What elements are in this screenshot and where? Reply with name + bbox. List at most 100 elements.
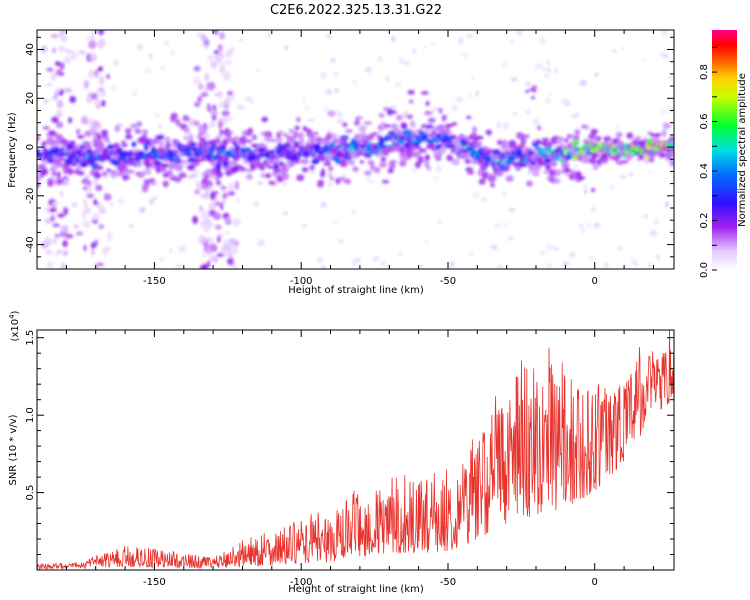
spectrogram-ridge-halo (301, 166, 309, 173)
spectrogram-ridge-halo (246, 139, 253, 144)
spectrogram-speckle (320, 201, 327, 208)
spectrogram-streak-blob (219, 204, 224, 211)
spectrogram-ridge-halo (245, 173, 253, 181)
spectrogram-speckle (490, 244, 498, 250)
spectrogram-ridge-halo (413, 145, 422, 150)
spectrogram-ridge-halo (157, 138, 163, 147)
spectrogram-ridge-halo (95, 145, 103, 153)
spectrogram-speckle (149, 198, 155, 205)
spectrogram-x-axis-label: Height of straight line (km) (288, 285, 424, 296)
spectrogram-speckle (193, 168, 200, 173)
spectrogram-speckle (664, 201, 670, 208)
spectrogram-speckle (73, 224, 80, 229)
spectrogram-speckle (587, 256, 594, 260)
spectrogram-ridge-halo (42, 125, 50, 130)
spectrogram-ridge-halo (92, 199, 98, 206)
spectrogram-speckle (430, 42, 436, 46)
spectrogram-ridge-halo (573, 135, 580, 140)
spectrogram-ridge-halo (378, 161, 388, 169)
spectrogram-speckle (324, 107, 328, 111)
spectrogram-speckle (561, 98, 569, 104)
spectrogram-ridge-halo (434, 152, 441, 160)
spectrogram-ridge-halo (596, 135, 602, 142)
spectrogram-ridge-halo (445, 154, 454, 162)
spectrogram-ridge-halo (464, 158, 472, 165)
spectrogram-ridge-halo (536, 125, 542, 131)
spectrogram-streak-blob (224, 60, 233, 65)
spectrogram-speckle (113, 60, 119, 66)
spectrogram-ridge-halo (354, 117, 361, 125)
spectrogram-ridge-halo (481, 171, 490, 180)
spectrogram-ridge-halo (327, 110, 336, 118)
snr-x-tick-label: 0 (592, 577, 598, 588)
spectrogram-streak-blob (59, 61, 66, 71)
spectrogram-streak-blob (55, 112, 63, 118)
spectrogram-streak-blob (232, 240, 240, 247)
spectrogram-ridge-halo (615, 131, 623, 138)
spectrogram-speckle (621, 46, 625, 51)
spectrogram-ridge-halo (260, 116, 269, 123)
spectrogram-ridge-halo (590, 128, 599, 135)
spectrogram-speckle (187, 174, 195, 180)
spectrogram-ridge-halo (552, 178, 562, 184)
spectrogram-ridge-halo (50, 168, 57, 174)
spectrogram-speckle (649, 230, 658, 237)
spectrogram-ridge-halo (268, 180, 276, 186)
spectrogram-ridge-halo (620, 159, 629, 164)
spectrogram-speckle (516, 30, 523, 36)
spectrogram-speckle (513, 112, 517, 116)
colorbar-tick-label: 0.0 (699, 262, 710, 278)
spectrogram-speckle (52, 237, 58, 245)
spectrogram-streak-blob (224, 216, 232, 225)
spectrogram-ridge-halo (288, 128, 294, 134)
spectrogram-ridge-halo (320, 168, 326, 175)
spectrogram-speckle (184, 30, 188, 34)
spectrogram-streak-blob (236, 198, 241, 204)
spectrogram-streak-blob (90, 32, 96, 41)
spectrogram-speckle (85, 36, 91, 40)
spectrogram-ridge-halo (626, 132, 634, 140)
spectrogram-ridge-halo (420, 90, 429, 96)
spectrogram-ridge-halo (222, 193, 229, 199)
spectrogram-streak-blob (214, 92, 220, 97)
spectrogram-speckle (233, 264, 238, 269)
spectrogram-streak-blob (53, 91, 59, 101)
spectrogram-ridge-halo (451, 158, 460, 166)
spectrogram-ridge-halo (251, 134, 258, 141)
spectrogram-ridge-halo (391, 123, 398, 131)
spectrogram-streak-blob (64, 55, 71, 64)
spectrogram-streak-blob (97, 30, 105, 36)
spectrogram-ridge-halo (290, 137, 297, 143)
snr-y-tick-label: 0.5 (25, 485, 36, 501)
spectrogram-panel: -150 -100 -50 0 -40 -20 0 20 40 Height of strai… (7, 29, 675, 296)
spectrogram-speckle (614, 125, 620, 132)
spectrogram-ridge-halo (373, 166, 381, 174)
spectrogram-speckle (468, 92, 472, 99)
spectrogram-ridge-halo (339, 159, 348, 168)
spectrogram-streak-blob (209, 121, 216, 127)
spectrogram-side-blob (524, 89, 530, 94)
spectrogram-ridge-halo (381, 179, 390, 184)
spectrogram-speckle (425, 240, 428, 244)
spectrogram-ridge-core (273, 162, 280, 169)
spectrogram-ridge-halo (201, 183, 210, 190)
spectrogram-streak-blob (63, 207, 69, 216)
spectrogram-ridge-halo (221, 110, 231, 117)
spectrogram-ridge-halo (120, 142, 129, 147)
spectrogram-streak-blob (54, 60, 61, 67)
spectrogram-ridge-halo (651, 136, 658, 142)
spectrogram-speckle (586, 223, 593, 227)
spectrogram-ridge-halo (564, 137, 570, 144)
spectrogram-ridge-halo (100, 129, 109, 137)
figure-title: C2E6.2022.325.13.31.G22 (270, 3, 442, 18)
spectrogram-streak-blob (223, 245, 231, 251)
spectrogram-speckle (630, 257, 637, 264)
spectrogram-speckle (510, 77, 518, 82)
spectrogram-ridge-halo (266, 165, 275, 170)
spectrogram-ridge-halo (76, 134, 85, 140)
snr-series-line (37, 330, 674, 570)
snr-y-axis-label: SNR (10 * v/v) (8, 414, 19, 485)
spectrogram-ridge-halo (370, 131, 379, 137)
spectrogram-ridge-halo (380, 156, 387, 162)
spectrogram-ridge-halo (354, 133, 362, 139)
